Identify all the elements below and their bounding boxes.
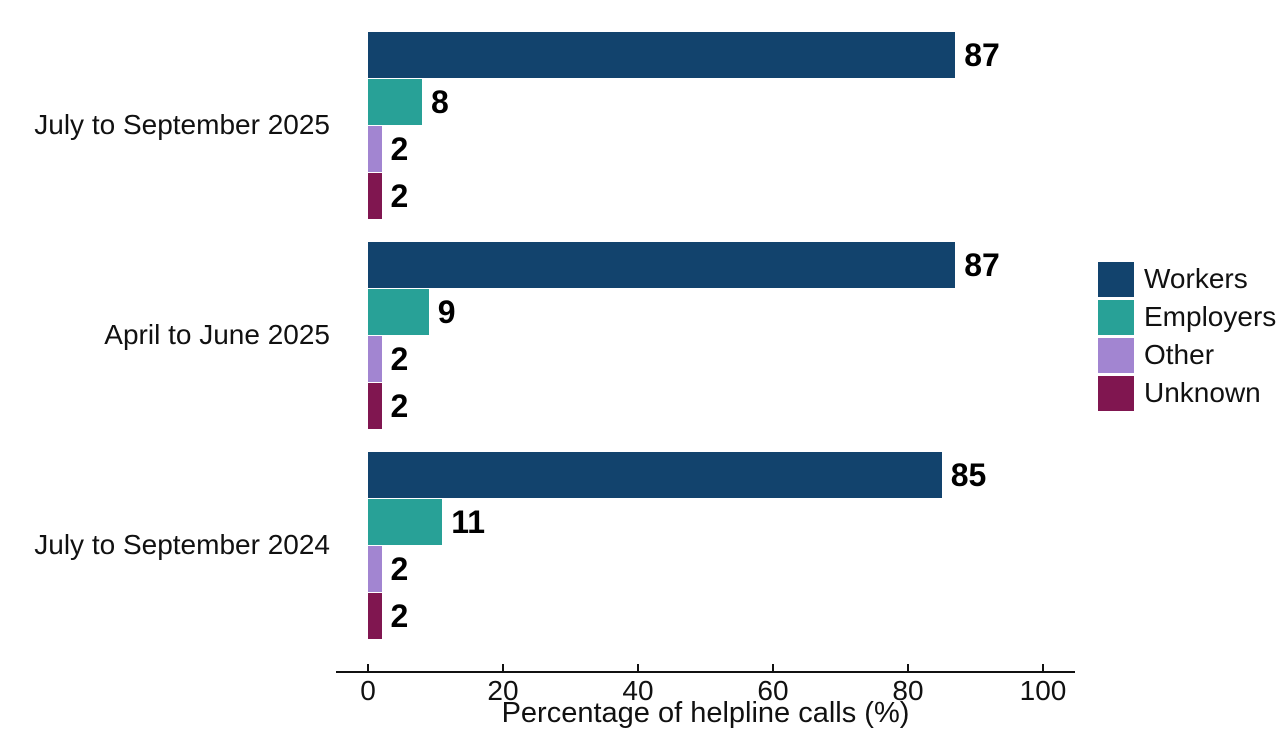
value-label: 87 [964,36,1000,73]
bar-unknown [368,173,382,219]
x-axis-line [336,671,1075,673]
value-label: 2 [390,177,409,214]
x-tick-label: 100 [1019,675,1067,706]
bar-workers [368,452,942,498]
value-label: 8 [431,83,449,120]
legend-label: Unknown [1144,377,1261,408]
legend-swatch-other [1098,337,1134,373]
bar-workers [368,32,956,78]
legend-item-unknown: Unknown [1098,374,1276,412]
bar-other [368,336,382,382]
legend-swatch-unknown [1098,375,1134,411]
bar-workers [368,242,956,288]
bar-unknown [368,383,382,429]
legend-item-other: Other [1098,336,1276,374]
x-tick-label: 40 [622,675,654,706]
legend-label: Other [1144,339,1215,370]
value-label: 2 [390,597,409,634]
x-tick-mark [502,664,504,671]
legend-swatch-employers [1098,299,1134,335]
value-label: 2 [390,387,409,424]
legend-label: Employers [1144,301,1277,332]
value-label: 2 [390,130,409,167]
value-label: 9 [437,293,456,330]
x-tick-mark [772,664,774,671]
x-axis-title: Percentage of helpline calls (%) [501,697,910,729]
legend-label: Workers [1144,263,1248,294]
category-label: July to September 2024 [34,529,330,561]
legend-item-employers: Employers [1098,298,1276,336]
value-label: 2 [390,340,409,377]
x-tick-label: 0 [360,675,376,706]
legend: Workers Employers Other Unknown [1098,260,1276,412]
x-tick-mark [637,664,639,671]
bar-other [368,126,382,172]
value-label: 11 [451,503,486,540]
category-label: July to September 2025 [34,109,330,141]
legend-swatch-workers [1098,261,1134,297]
bar-unknown [368,593,382,639]
value-label: 85 [950,456,987,493]
x-tick-mark [1042,664,1044,671]
legend-item-workers: Workers [1098,260,1276,298]
x-tick-label: 60 [757,675,789,706]
bar-other [368,546,382,592]
x-tick-mark [907,664,909,671]
bar-employers [368,289,429,335]
x-tick-label: 80 [892,675,924,706]
category-label: April to June 2025 [104,319,330,351]
bar-employers [368,79,422,125]
bar-employers [368,499,443,545]
x-tick-mark [367,664,369,671]
value-label: 2 [390,550,409,587]
x-tick-label: 20 [487,675,519,706]
value-label: 87 [964,246,1000,283]
